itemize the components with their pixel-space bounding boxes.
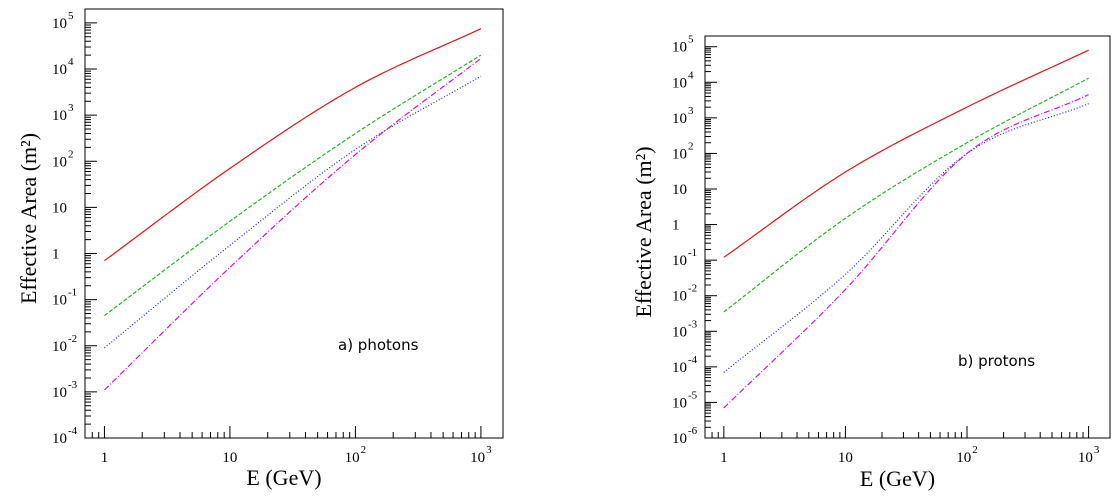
y-tick-label: 102	[672, 140, 694, 162]
y-tick-label: 10	[52, 200, 67, 216]
x-axis-title: E (GeV)	[246, 465, 321, 490]
x-tick-label: 1	[720, 450, 728, 466]
y-tick-label: 10-1	[672, 247, 697, 269]
y-tick-label: 105	[672, 34, 694, 56]
x-tick-label: 103	[470, 444, 492, 466]
x-tick-label: 102	[956, 444, 978, 466]
y-tick-label: 103	[672, 105, 694, 127]
y-tick-label: 10-4	[672, 354, 698, 376]
y-axis-title: Effective Area (m²)	[631, 146, 656, 317]
y-axis-title: Effective Area (m²)	[16, 133, 41, 304]
y-tick-label: 10-2	[52, 333, 77, 355]
x-axis-title: E (GeV)	[860, 466, 935, 491]
panel-label: b) protons	[958, 352, 1035, 370]
x-tick-label: 10	[838, 450, 853, 466]
panel-photons: 1 10 102 103 10-4 10-3 10-2 10-1 1 10 102 103 104 105…	[16, 8, 504, 490]
series-line-4	[723, 94, 1089, 409]
y-tick-label: 10-3	[672, 318, 698, 340]
plot-frame	[84, 8, 504, 439]
y-tick-label: 10-5	[672, 389, 698, 411]
series-line-3	[104, 75, 482, 349]
y-tick-label: 104	[52, 56, 74, 78]
y-tick-label: 10-6	[672, 425, 698, 447]
x-tick-label: 103	[1078, 444, 1100, 466]
y-tick-label: 10-4	[52, 425, 78, 447]
series-line-1	[723, 49, 1089, 258]
y-tick-label: 1	[672, 218, 680, 234]
x-tick-label: 10	[222, 450, 237, 466]
plot-frame	[704, 35, 1111, 439]
y-tick-label: 10-1	[52, 287, 77, 309]
y-tick-label: 103	[52, 102, 74, 124]
series-line-2	[723, 77, 1089, 313]
series-line-2	[104, 54, 482, 317]
x-tick-label: 102	[345, 444, 367, 466]
panel-label: a) photons	[338, 336, 419, 354]
y-tick-label: 102	[52, 148, 74, 170]
panel-protons: 1 10 102 103 10-6 10-5 10-4 10-3 10-2 10-1 1 10 102 1…	[631, 34, 1111, 491]
y-tick-label: 105	[52, 10, 74, 32]
y-tick-label: 10-2	[672, 283, 697, 305]
y-tick-label: 104	[672, 69, 694, 91]
x-tick-label: 1	[101, 450, 109, 466]
series-line-4	[104, 57, 482, 391]
y-tick-label: 10	[672, 182, 687, 198]
series-line-3	[723, 103, 1089, 373]
y-tick-label: 1	[52, 247, 60, 263]
series-line-1	[104, 28, 482, 262]
y-tick-label: 10-3	[52, 379, 78, 401]
